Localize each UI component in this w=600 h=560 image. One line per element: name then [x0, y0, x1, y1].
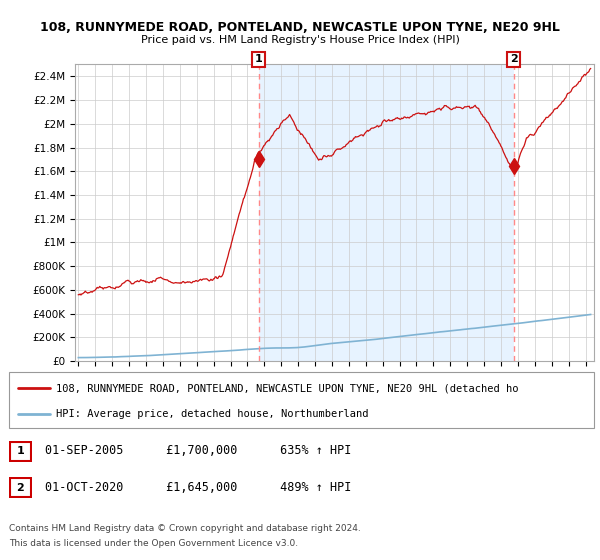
- Text: 01-OCT-2020      £1,645,000      489% ↑ HPI: 01-OCT-2020 £1,645,000 489% ↑ HPI: [45, 480, 352, 494]
- FancyBboxPatch shape: [10, 442, 31, 461]
- Text: 2: 2: [17, 483, 24, 493]
- Text: Contains HM Land Registry data © Crown copyright and database right 2024.: Contains HM Land Registry data © Crown c…: [9, 524, 361, 533]
- Text: HPI: Average price, detached house, Northumberland: HPI: Average price, detached house, Nort…: [56, 409, 368, 419]
- Text: 2: 2: [510, 54, 518, 64]
- FancyBboxPatch shape: [9, 372, 594, 428]
- Bar: [259, 64, 514, 361]
- Text: Price paid vs. HM Land Registry's House Price Index (HPI): Price paid vs. HM Land Registry's House …: [140, 35, 460, 45]
- Text: 108, RUNNYMEDE ROAD, PONTELAND, NEWCASTLE UPON TYNE, NE20 9HL (detached ho: 108, RUNNYMEDE ROAD, PONTELAND, NEWCASTL…: [56, 383, 518, 393]
- Text: 1: 1: [255, 54, 263, 64]
- Text: 108, RUNNYMEDE ROAD, PONTELAND, NEWCASTLE UPON TYNE, NE20 9HL: 108, RUNNYMEDE ROAD, PONTELAND, NEWCASTL…: [40, 21, 560, 34]
- Text: This data is licensed under the Open Government Licence v3.0.: This data is licensed under the Open Gov…: [9, 539, 298, 548]
- Text: 1: 1: [17, 446, 24, 456]
- FancyBboxPatch shape: [10, 478, 31, 497]
- Text: 01-SEP-2005      £1,700,000      635% ↑ HPI: 01-SEP-2005 £1,700,000 635% ↑ HPI: [45, 444, 352, 458]
